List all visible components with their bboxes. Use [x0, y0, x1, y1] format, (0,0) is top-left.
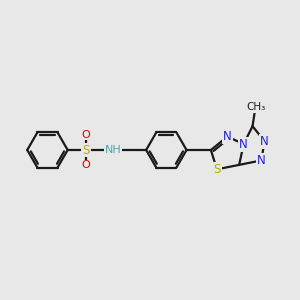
Text: N: N — [239, 138, 248, 151]
Text: N: N — [260, 135, 269, 148]
Text: NH: NH — [104, 145, 121, 155]
Text: S: S — [82, 143, 90, 157]
Text: O: O — [82, 130, 91, 140]
Text: CH₃: CH₃ — [246, 102, 265, 112]
Text: N: N — [223, 130, 232, 143]
Text: N: N — [257, 154, 266, 167]
Text: O: O — [82, 160, 91, 170]
Text: S: S — [213, 163, 220, 176]
